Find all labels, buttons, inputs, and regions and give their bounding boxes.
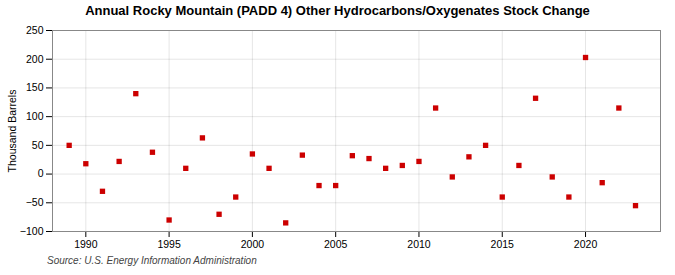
- svg-text:150: 150: [26, 81, 44, 93]
- html-text:Source: U.S. Energy Informatio: Source: U.S. Energy Information Administ…: [47, 255, 257, 266]
- svg-text:2015: 2015: [491, 238, 515, 250]
- html-text:Annual Rocky Mountain (PADD 4): Annual Rocky Mountain (PADD 4) Other Hyd…: [85, 3, 590, 18]
- svg-text:Thousand Barrels: Thousand Barrels: [6, 90, 18, 173]
- svg-text:2000: 2000: [241, 238, 265, 250]
- svg-text:0: 0: [38, 167, 44, 179]
- svg-text:2005: 2005: [324, 238, 348, 250]
- svg-text:200: 200: [26, 53, 44, 65]
- svg-text:1995: 1995: [157, 238, 181, 250]
- svg-text:250: 250: [26, 24, 44, 36]
- svg-text:1990: 1990: [74, 238, 98, 250]
- svg-text:−100: −100: [20, 225, 44, 237]
- svg-text:2020: 2020: [574, 238, 598, 250]
- svg-text:50: 50: [32, 139, 44, 151]
- svg-text:2010: 2010: [407, 238, 431, 250]
- svg-text:−50: −50: [26, 196, 44, 208]
- svg-text:100: 100: [26, 110, 44, 122]
